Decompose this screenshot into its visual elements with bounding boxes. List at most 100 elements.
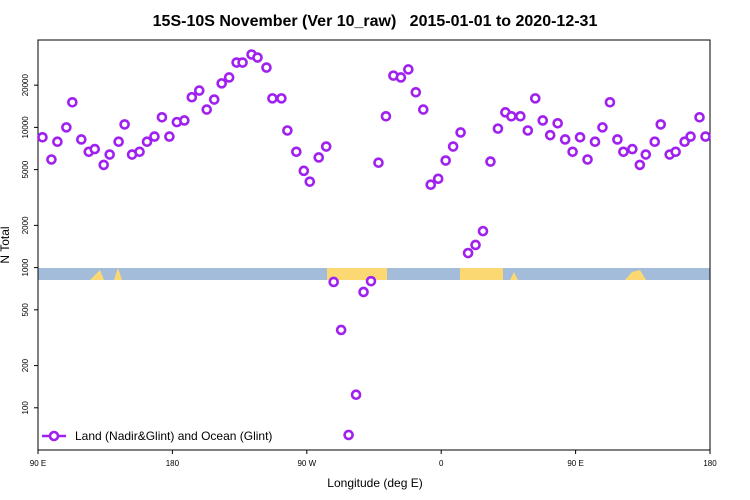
data-point [328, 276, 339, 288]
data-point [119, 119, 130, 130]
y-tick-label: 20000 [21, 74, 30, 97]
data-point [320, 141, 332, 152]
data-point [618, 146, 629, 158]
land-segment [625, 270, 646, 280]
data-point [149, 131, 160, 142]
data-point [529, 93, 541, 104]
data-point [670, 146, 681, 158]
data-point [462, 247, 474, 259]
data-point [350, 389, 362, 400]
data-point [373, 157, 384, 168]
data-point [477, 225, 489, 237]
y-tick-label: 500 [21, 303, 30, 317]
data-point [104, 149, 115, 160]
data-point [313, 152, 325, 163]
data-point [37, 131, 48, 143]
data-point [447, 141, 459, 152]
land-segment [114, 268, 122, 280]
data-point [685, 131, 696, 142]
data-point [700, 131, 711, 142]
plot-frame [37, 39, 711, 451]
data-point [582, 154, 593, 165]
data-point [252, 52, 263, 63]
data-point [425, 179, 437, 191]
y-tick-label: 2000 [21, 216, 30, 234]
data-point [522, 125, 534, 136]
data-point [537, 115, 549, 126]
data-point [694, 112, 705, 123]
data-point [298, 165, 310, 177]
data-point [380, 110, 392, 122]
y-tick-label: 5000 [21, 160, 30, 178]
data-point [261, 62, 272, 73]
data-point [417, 104, 429, 115]
land-segment [90, 270, 104, 280]
data-point [403, 64, 414, 75]
data-point [492, 123, 504, 134]
data-point [559, 134, 571, 145]
y-tick-label: 1000 [21, 258, 30, 276]
y-tick-label: 200 [21, 358, 30, 372]
legend-marker [48, 430, 60, 442]
data-point [134, 146, 145, 158]
data-point [395, 72, 407, 83]
data-point [304, 176, 316, 187]
x-tick-label: 90 W [297, 459, 316, 468]
data-point [52, 136, 63, 148]
data-point [216, 78, 227, 89]
data-point [506, 110, 517, 122]
y-axis-label: N Total [0, 226, 12, 263]
x-tick-label: 180 [166, 459, 180, 468]
data-point [649, 136, 661, 148]
data-point [67, 96, 78, 108]
data-point [193, 85, 205, 96]
data-point [156, 112, 168, 123]
x-axis-label: Longitude (deg E) [327, 476, 422, 490]
data-point [179, 115, 190, 126]
data-point [335, 324, 347, 336]
data-point [655, 119, 667, 130]
x-tick-label: 90 E [30, 459, 46, 468]
data-point [432, 173, 444, 185]
chart-title: 15S-10S November (Ver 10_raw) 2015-01-01… [153, 13, 598, 30]
data-point [267, 93, 278, 104]
data-point [612, 134, 623, 145]
legend: Land (Nadir&Glint) and Ocean (Glint) [42, 429, 272, 443]
data-point [515, 110, 526, 122]
legend-label: Land (Nadir&Glint) and Ocean (Glint) [75, 429, 272, 443]
data-point [410, 86, 422, 98]
data-point [485, 156, 496, 167]
data-point [141, 136, 153, 148]
data-point [291, 146, 302, 158]
data-point [627, 143, 638, 155]
data-point [282, 125, 293, 136]
data-point [634, 159, 646, 171]
data-point [544, 129, 556, 141]
data-point [76, 134, 87, 145]
y-tick-label: 100 [21, 401, 30, 415]
data-point [552, 117, 563, 129]
data-point [223, 72, 235, 83]
data-point [365, 275, 377, 287]
data-point [164, 131, 175, 142]
data-point [46, 154, 57, 165]
data-point [113, 136, 124, 148]
data-point [640, 149, 652, 160]
data-point [574, 131, 586, 143]
data-point [455, 127, 466, 138]
data-point [208, 94, 220, 105]
data-point [470, 239, 481, 251]
x-tick-label: 180 [703, 459, 717, 468]
data-point [358, 286, 369, 298]
data-point [98, 159, 110, 171]
data-point [89, 143, 101, 155]
data-point [61, 122, 72, 133]
data-point [589, 136, 601, 148]
y-tick-label: 10000 [21, 116, 30, 139]
data-point [186, 91, 198, 103]
data-point [343, 429, 354, 441]
data-point [276, 93, 287, 104]
data-point [237, 57, 248, 68]
land-segment [510, 272, 518, 280]
